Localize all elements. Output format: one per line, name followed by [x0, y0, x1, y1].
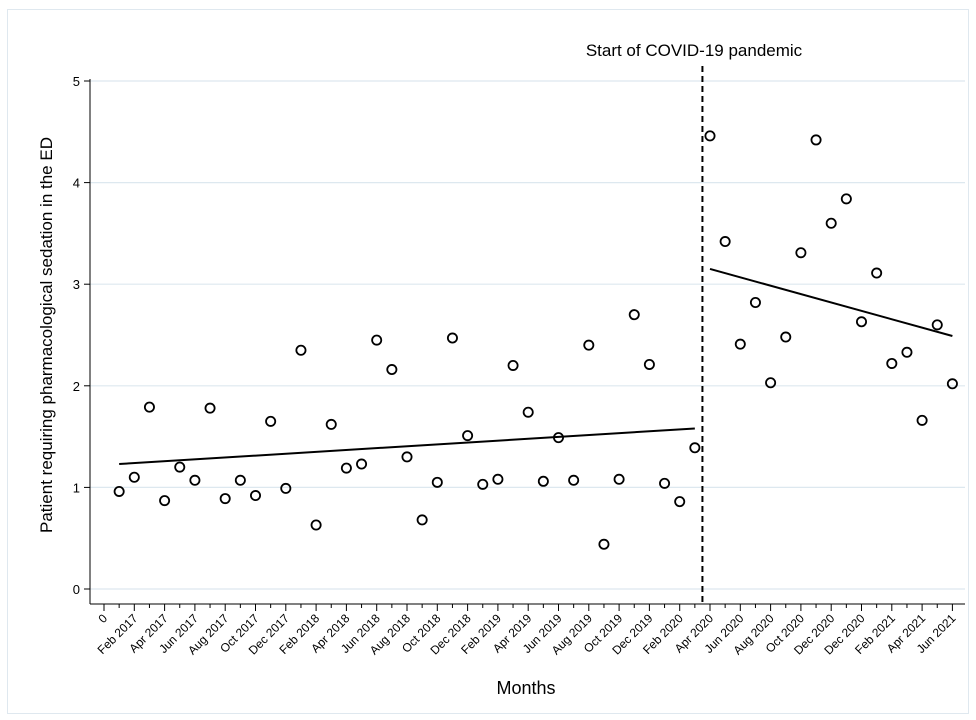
data-point: [901, 346, 913, 358]
data-point: [462, 430, 474, 442]
data-point: [416, 514, 428, 526]
data-point: [371, 334, 383, 346]
chart-frame: [7, 9, 969, 714]
data-point: [583, 339, 595, 351]
data-point: [401, 451, 413, 463]
data-point: [749, 296, 761, 308]
data-point: [689, 442, 701, 454]
data-point: [189, 474, 201, 486]
data-point: [522, 406, 534, 418]
data-point: [810, 134, 822, 146]
data-point: [431, 476, 443, 488]
data-point: [325, 418, 337, 430]
data-point: [856, 316, 868, 328]
data-point: [537, 475, 549, 487]
y-tick-label: 0: [73, 582, 80, 597]
data-point: [128, 471, 140, 483]
data-point: [234, 474, 246, 486]
y-tick-label: 5: [73, 74, 80, 89]
data-point: [477, 478, 489, 490]
axes: [84, 79, 965, 611]
y-axis-title: Patient requiring pharmacological sedati…: [37, 137, 56, 533]
data-point: [931, 319, 943, 331]
data-point: [628, 309, 640, 321]
y-tick-label: 3: [73, 277, 80, 292]
data-point: [795, 247, 807, 259]
data-point: [643, 358, 655, 370]
data-point: [674, 496, 686, 508]
data-point: [765, 377, 777, 389]
data-point: [356, 458, 368, 470]
data-point: [613, 473, 625, 485]
data-point: [840, 193, 852, 205]
data-point: [568, 474, 580, 486]
data-point: [598, 538, 610, 550]
data-point: [295, 344, 307, 356]
data-point: [174, 461, 186, 473]
data-point: [310, 519, 322, 531]
data-point: [204, 402, 216, 414]
grid-lines: [90, 80, 965, 590]
data-point: [280, 482, 292, 494]
data-point: [886, 357, 898, 369]
data-point: [871, 267, 883, 279]
data-point: [113, 485, 125, 497]
data-point: [507, 359, 519, 371]
trend-line-post: [709, 267, 953, 337]
data-point: [780, 331, 792, 343]
y-tick-label: 2: [73, 379, 80, 394]
data-point: [386, 364, 398, 376]
data-point: [659, 477, 671, 489]
data-point: [916, 414, 928, 426]
data-point: [249, 490, 261, 502]
data-point: [340, 462, 352, 474]
x-tick-label: 0: [95, 611, 110, 626]
data-point: [265, 415, 277, 427]
data-point: [446, 332, 458, 344]
data-point: [734, 338, 746, 350]
data-point: [492, 473, 504, 485]
data-point: [704, 130, 716, 142]
trend-line-pre: [119, 427, 695, 466]
data-point: [219, 493, 231, 505]
data-point: [159, 495, 171, 507]
data-points: [113, 130, 958, 550]
trend-lines: [119, 66, 953, 604]
data-point: [946, 378, 958, 390]
data-point: [143, 401, 155, 413]
data-point: [553, 432, 565, 444]
data-point: [719, 236, 731, 248]
y-tick-label: 1: [73, 480, 80, 495]
covid-annotation: Start of COVID-19 pandemic: [586, 41, 803, 60]
data-point: [825, 217, 837, 229]
x-axis-title: Months: [496, 678, 555, 698]
y-tick-label: 4: [73, 176, 80, 191]
